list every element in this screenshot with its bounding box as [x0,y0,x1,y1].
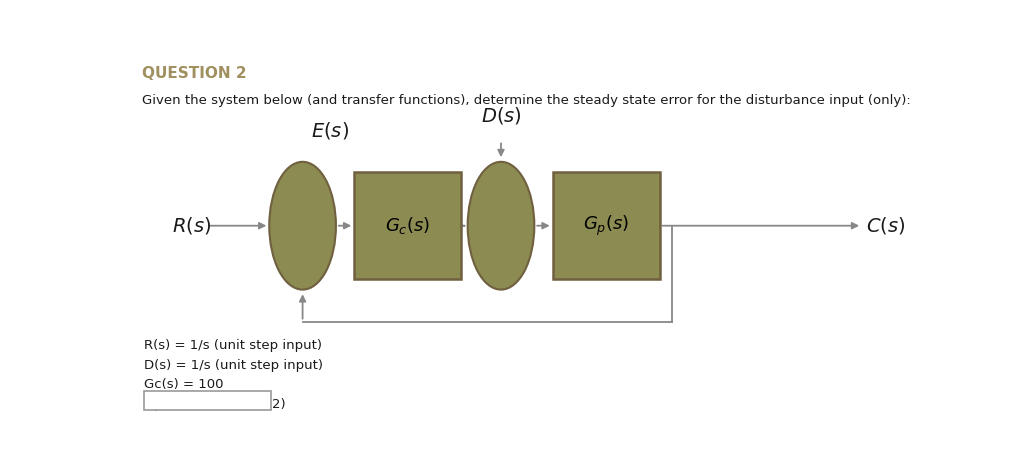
Text: Gc(s) = 100: Gc(s) = 100 [143,378,223,391]
Text: R(s) = 1/s (unit step input): R(s) = 1/s (unit step input) [143,339,322,352]
Bar [553,172,659,279]
Ellipse shape [269,162,336,290]
Text: $D(s)$: $D(s)$ [480,105,521,126]
Text: $G_c(s)$: $G_c(s)$ [385,215,430,236]
Text: D(s) = 1/s (unit step input): D(s) = 1/s (unit step input) [143,359,323,372]
Text: $R(s)$: $R(s)$ [172,215,211,236]
Text: QUESTION 2: QUESTION 2 [142,66,247,81]
Bar [354,172,461,279]
Text: $C(s)$: $C(s)$ [866,215,905,236]
Bar [143,391,270,410]
Ellipse shape [468,162,535,290]
Text: $E(s)$: $E(s)$ [311,119,349,141]
Text: Given the system below (and transfer functions), determine the steady state erro: Given the system below (and transfer fun… [142,95,911,107]
Text: $G_p(s)$: $G_p(s)$ [583,213,630,238]
Text: Gp(s) = (s+5)/(s+12): Gp(s) = (s+5)/(s+12) [143,398,286,411]
